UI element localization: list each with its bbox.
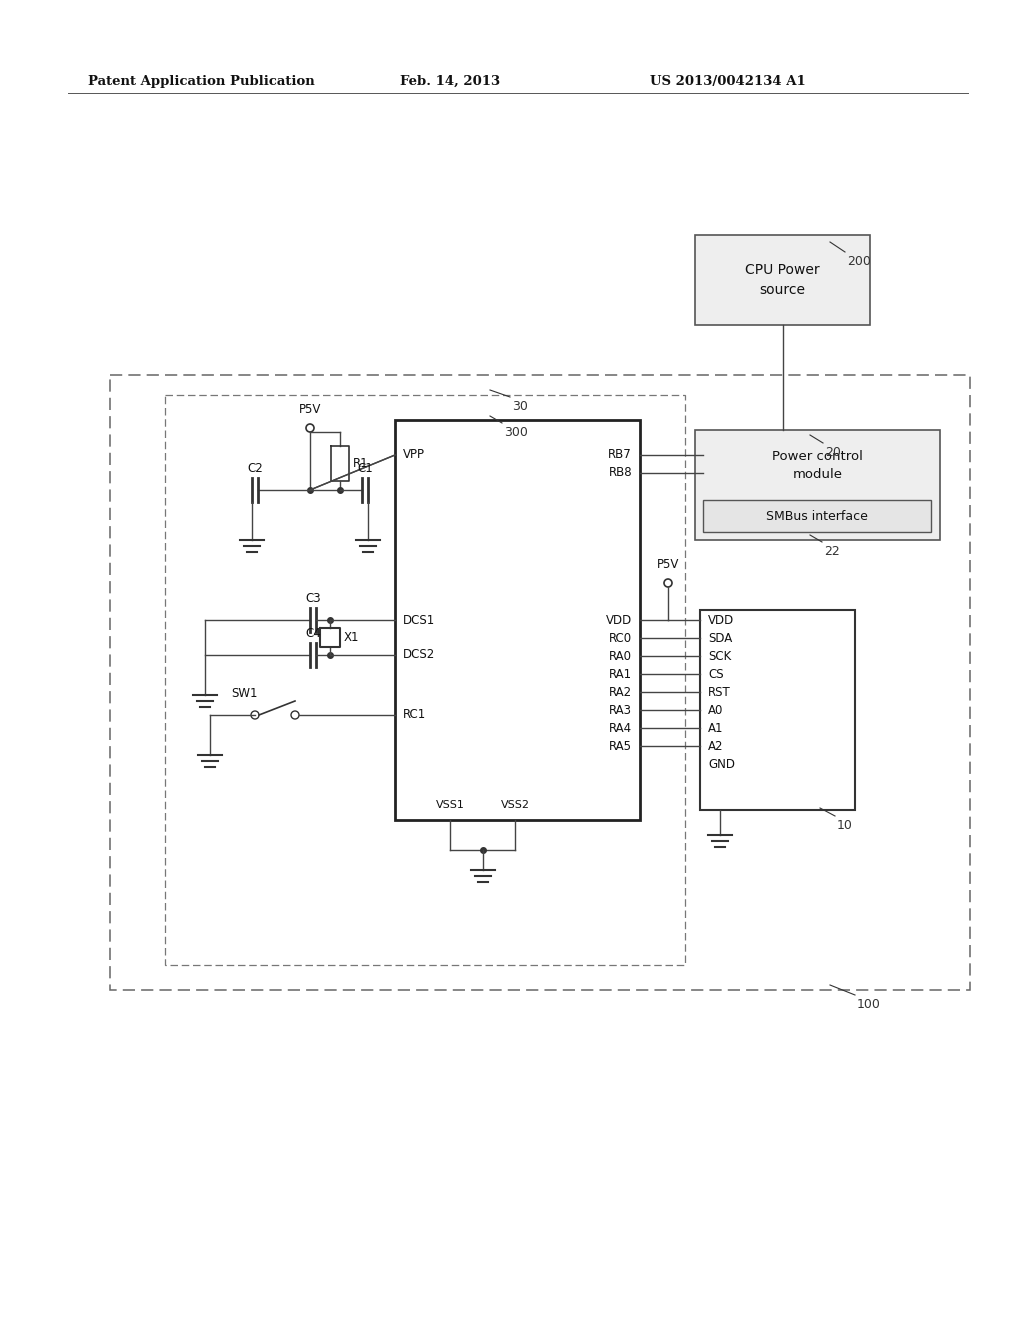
Text: VSS2: VSS2 [501, 800, 529, 810]
Text: C4: C4 [305, 627, 321, 640]
Text: RB7: RB7 [608, 449, 632, 462]
Text: DCS1: DCS1 [403, 614, 435, 627]
Text: 20: 20 [825, 446, 841, 459]
Text: A2: A2 [708, 739, 724, 752]
Text: SW1: SW1 [231, 686, 258, 700]
Text: C1: C1 [357, 462, 373, 475]
Bar [695, 235, 870, 325]
Text: CS: CS [708, 668, 724, 681]
Text: C2: C2 [247, 462, 263, 475]
Text: RC1: RC1 [403, 709, 426, 722]
Text: C3: C3 [305, 591, 321, 605]
Text: VPP: VPP [403, 449, 425, 462]
Text: Feb. 14, 2013: Feb. 14, 2013 [400, 75, 500, 88]
Text: P5V: P5V [299, 403, 322, 416]
Text: P5V: P5V [656, 558, 679, 572]
Text: RC0: RC0 [609, 631, 632, 644]
Text: RA4: RA4 [609, 722, 632, 734]
Text: 100: 100 [857, 998, 881, 1011]
Text: R1: R1 [353, 457, 369, 470]
Text: 10: 10 [837, 818, 853, 832]
Text: Power control
module: Power control module [772, 450, 863, 480]
Bar [703, 500, 931, 532]
Text: VDD: VDD [606, 614, 632, 627]
Bar [695, 430, 940, 540]
Text: CPU Power
source: CPU Power source [745, 263, 820, 297]
Text: A1: A1 [708, 722, 724, 734]
Text: RB8: RB8 [608, 466, 632, 479]
Text: RA1: RA1 [609, 668, 632, 681]
Text: GND: GND [708, 758, 735, 771]
Text: Patent Application Publication: Patent Application Publication [88, 75, 314, 88]
Text: RA0: RA0 [609, 649, 632, 663]
Text: RA5: RA5 [609, 739, 632, 752]
Text: X1: X1 [344, 631, 359, 644]
Bar [700, 610, 855, 810]
Text: A0: A0 [708, 704, 723, 717]
Text: VDD: VDD [708, 614, 734, 627]
Text: DCS2: DCS2 [403, 648, 435, 661]
Text: SMBus interface: SMBus interface [766, 510, 868, 523]
Text: 30: 30 [512, 400, 528, 413]
Bar [395, 420, 640, 820]
Text: RA2: RA2 [609, 685, 632, 698]
Text: RST: RST [708, 685, 731, 698]
Text: US 2013/0042134 A1: US 2013/0042134 A1 [650, 75, 806, 88]
Text: 200: 200 [847, 255, 870, 268]
Text: 22: 22 [824, 545, 840, 558]
Text: SCK: SCK [708, 649, 731, 663]
Text: 300: 300 [504, 426, 528, 440]
Text: SDA: SDA [708, 631, 732, 644]
Text: VSS1: VSS1 [435, 800, 465, 810]
Text: RA3: RA3 [609, 704, 632, 717]
